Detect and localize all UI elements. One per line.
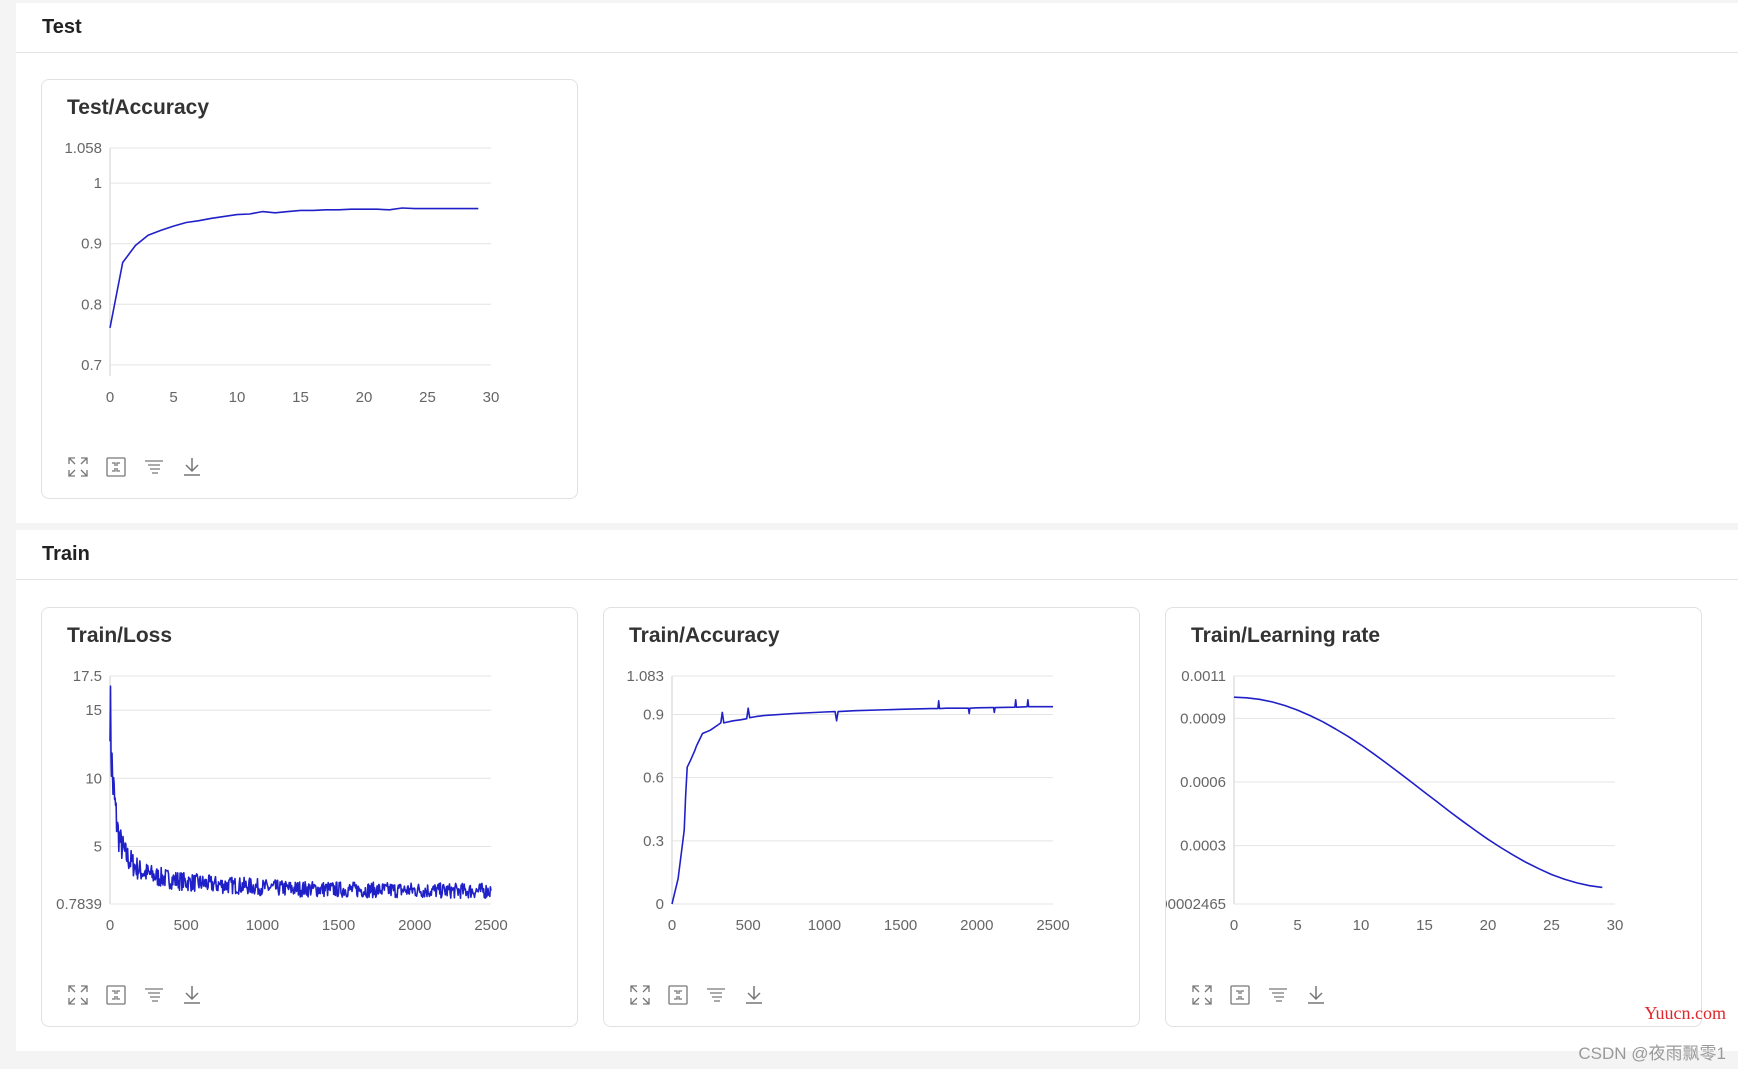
y-tick-label: 15	[85, 702, 102, 719]
download-icon[interactable]	[180, 983, 204, 1007]
x-tick-label: 5	[1293, 917, 1301, 934]
chart-title: Train/Accuracy	[629, 624, 780, 647]
download-icon[interactable]	[180, 455, 204, 479]
x-tick-label: 20	[356, 389, 373, 406]
x-tick-label: 10	[229, 389, 246, 406]
x-tick-label: 1500	[322, 917, 355, 934]
y-tick-label: 0.9	[81, 236, 102, 253]
expand-icon[interactable]	[1190, 983, 1214, 1007]
x-tick-label: 2500	[1036, 917, 1069, 934]
fit-screen-icon[interactable]	[1228, 983, 1252, 1007]
x-tick-label: 1000	[808, 917, 841, 934]
x-tick-label: 0	[106, 389, 114, 406]
filter-lines-icon[interactable]	[704, 983, 728, 1007]
watermark-site: Yuucn.com	[1644, 1003, 1726, 1023]
y-tick-label: 0.3	[643, 833, 664, 850]
y-tick-label: 0.9	[643, 707, 664, 724]
y-tick-label: 1.058	[64, 140, 102, 157]
chart-train-accuracy: 1.083 0.9 0.6 0.3 00 500 1000 1500 2000 2500	[626, 668, 1069, 934]
chart-title: Test/Accuracy	[67, 96, 210, 119]
x-tick-label: 25	[419, 389, 436, 406]
y-tick-label: 0.0011	[1181, 668, 1226, 685]
chart-card-train-loss: Train/Loss 17.5 15 10 5 0.7839 0 500 1000 1500 20…	[41, 607, 578, 1027]
x-tick-label: 30	[483, 389, 500, 406]
y-tick-label: 10	[85, 770, 102, 787]
y-tick-label: 17.5	[73, 668, 102, 685]
x-tick-label: 0	[1230, 917, 1238, 934]
x-tick-label: 20	[1480, 917, 1497, 934]
fit-screen-icon[interactable]	[104, 455, 128, 479]
chart-card-train-learning-rate: Train/Learning rate 0.0011 0.0009 0.0006 0.…	[1165, 607, 1702, 1027]
series-line	[109, 685, 492, 899]
series-line	[1233, 696, 1603, 889]
x-tick-label: 500	[736, 917, 761, 934]
x-tick-label: 10	[1353, 917, 1370, 934]
y-tick-label: 0.6	[643, 770, 664, 787]
x-tick-label: 5	[169, 389, 177, 406]
x-tick-label: 15	[1416, 917, 1433, 934]
chart-toolbar	[66, 983, 204, 1007]
download-icon[interactable]	[742, 983, 766, 1007]
x-tick-label: 2500	[474, 917, 507, 934]
section-title: Train	[42, 543, 90, 565]
watermark-author: CSDN @夜雨飘零1	[1578, 1044, 1726, 1063]
fit-screen-icon[interactable]	[104, 983, 128, 1007]
y-tick-label: 0.7	[81, 357, 102, 374]
chart-card-train-accuracy: Train/Accuracy 1.083 0.9 0.6 0.3 0 0 500 1000 15…	[603, 607, 1140, 1027]
y-tick-label: 5	[94, 838, 102, 855]
series-line	[671, 699, 1053, 905]
chart-title: Train/Learning rate	[1191, 624, 1381, 647]
x-tick-label: 0	[106, 917, 114, 934]
y-tick-label: 0.0006	[1180, 774, 1226, 791]
chart-toolbar	[628, 983, 766, 1007]
y-tick-label: 0.0009	[1180, 710, 1226, 727]
x-tick-label: 25	[1543, 917, 1560, 934]
x-tick-label: 2000	[960, 917, 993, 934]
filter-lines-icon[interactable]	[142, 455, 166, 479]
chart-card-test-accuracy: Test/Accuracy 1.058 1 0.9 0.8 0.7 0 5 10 15 20 25 3…	[41, 79, 578, 499]
fit-screen-icon[interactable]	[666, 983, 690, 1007]
y-tick-label: 1.083	[626, 668, 664, 685]
x-tick-label: 30	[1607, 917, 1624, 934]
expand-icon[interactable]	[66, 455, 90, 479]
test-section: Test Test/Accuracy 1.058 1 0.9 0.8 0.7 0 5 10 15…	[16, 3, 1738, 523]
y-tick-label: 0.7839	[56, 896, 102, 913]
x-tick-label: 15	[292, 389, 309, 406]
x-tick-label: 1000	[246, 917, 279, 934]
series-line	[109, 207, 479, 329]
chart-test-accuracy: 1.058 1 0.9 0.8 0.70 5 10 15 20 25 30	[64, 140, 500, 406]
chart-toolbar	[1190, 983, 1328, 1007]
filter-lines-icon[interactable]	[142, 983, 166, 1007]
y-tick-label: 1	[94, 175, 102, 192]
y-tick-label: 0.0003	[1180, 838, 1226, 855]
x-tick-label: 0	[668, 917, 676, 934]
download-icon[interactable]	[1304, 983, 1328, 1007]
y-tick-label: 0.00002465	[1166, 896, 1226, 913]
chart-title: Train/Loss	[67, 624, 173, 647]
x-tick-label: 500	[174, 917, 199, 934]
expand-icon[interactable]	[628, 983, 652, 1007]
x-tick-label: 1500	[884, 917, 917, 934]
chart-train-learning-rate: 0.0011 0.0009 0.0006 0.0003 0.000024650 5 10 15…	[1166, 668, 1624, 934]
y-tick-label: 0	[656, 896, 664, 913]
x-tick-label: 2000	[398, 917, 431, 934]
chart-toolbar	[66, 455, 204, 479]
filter-lines-icon[interactable]	[1266, 983, 1290, 1007]
expand-icon[interactable]	[66, 983, 90, 1007]
train-section: Train Train/Loss 17.5 15 10 5 0.7839 0 500 1000…	[16, 530, 1738, 1051]
section-header-test: Test	[16, 3, 1738, 53]
section-header-train: Train	[16, 530, 1738, 580]
section-title: Test	[42, 16, 82, 38]
y-tick-label: 0.8	[81, 296, 102, 313]
